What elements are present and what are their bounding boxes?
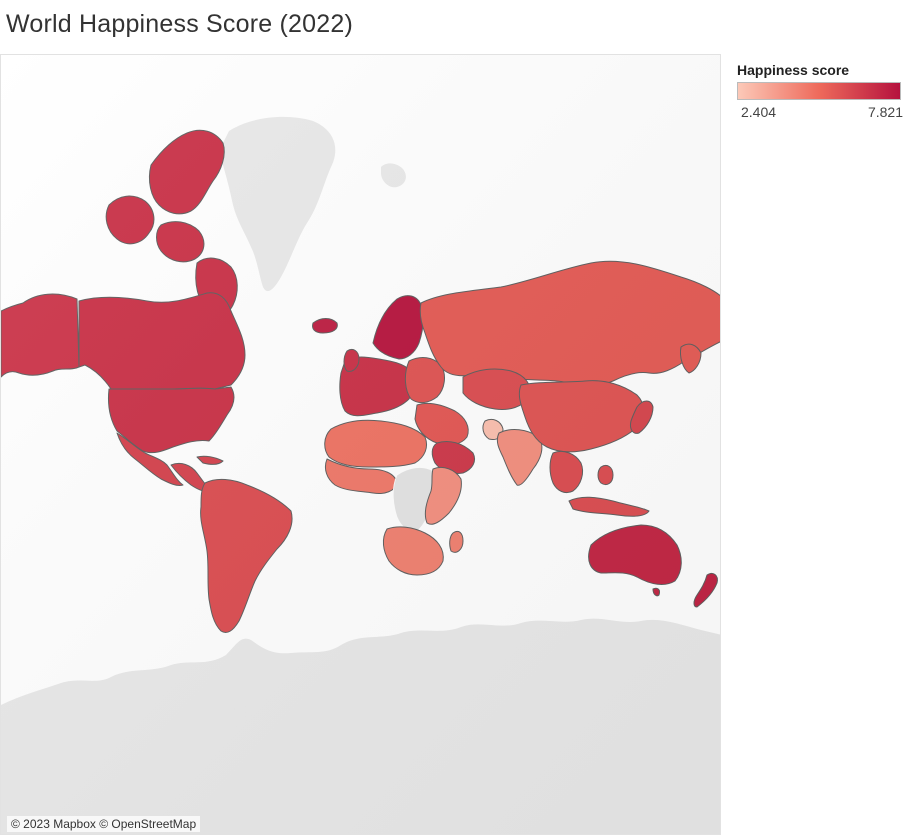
region-iceland[interactable]: [312, 318, 338, 334]
region-philippines[interactable]: [597, 464, 614, 486]
region-south-america[interactable]: [200, 478, 293, 634]
region-tasmania[interactable]: [652, 587, 660, 597]
map-attribution[interactable]: © 2023 Mapbox © OpenStreetMap: [7, 816, 201, 832]
region-svalbard: [381, 163, 406, 188]
legend-title: Happiness score: [737, 62, 850, 78]
world-map[interactable]: [1, 55, 721, 835]
region-indonesia[interactable]: [568, 496, 650, 517]
page-title: World Happiness Score (2022): [6, 10, 353, 38]
region-canadian-arctic-3[interactable]: [156, 221, 205, 263]
region-madagascar[interactable]: [449, 530, 464, 553]
map-view[interactable]: © 2023 Mapbox © OpenStreetMap: [0, 54, 721, 835]
region-canadian-arctic[interactable]: [148, 129, 225, 215]
region-north-africa[interactable]: [324, 419, 428, 468]
region-alaska[interactable]: [1, 293, 80, 378]
legend-min-value: 2.404: [741, 104, 777, 120]
legend-color-ramp: [737, 82, 901, 100]
region-greenland[interactable]: [219, 116, 336, 292]
region-caribbean[interactable]: [196, 455, 224, 465]
region-canada[interactable]: [78, 292, 246, 390]
region-kamchatka[interactable]: [680, 343, 702, 374]
region-southern-africa[interactable]: [382, 526, 444, 576]
legend-max-value: 7.821: [867, 104, 903, 120]
legend-labels: 2.404 7.821: [737, 104, 905, 122]
region-canadian-arctic-2[interactable]: [105, 195, 155, 245]
region-new-zealand[interactable]: [693, 572, 718, 608]
region-southeast-asia[interactable]: [549, 450, 584, 494]
region-australia[interactable]: [588, 524, 682, 585]
region-nordic[interactable]: [372, 295, 424, 360]
color-legend: Happiness score 2.404 7.821: [737, 62, 907, 122]
region-antarctica[interactable]: [1, 618, 721, 835]
region-russia[interactable]: [419, 260, 721, 387]
